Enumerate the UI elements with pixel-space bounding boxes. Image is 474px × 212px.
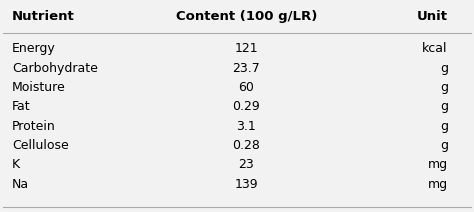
Text: Cellulose: Cellulose (12, 139, 69, 152)
Text: 23: 23 (238, 158, 254, 171)
Text: Carbohydrate: Carbohydrate (12, 62, 98, 75)
Text: mg: mg (428, 178, 448, 191)
Text: 139: 139 (235, 178, 258, 191)
Text: g: g (440, 100, 448, 113)
Text: Content (100 g/LR): Content (100 g/LR) (176, 10, 317, 23)
Text: g: g (440, 62, 448, 75)
Text: 3.1: 3.1 (237, 120, 256, 133)
Text: g: g (440, 81, 448, 94)
Text: K: K (12, 158, 20, 171)
Text: 0.29: 0.29 (232, 100, 260, 113)
Text: Na: Na (12, 178, 29, 191)
Text: 121: 121 (235, 42, 258, 55)
Text: 23.7: 23.7 (232, 62, 260, 75)
Text: Fat: Fat (12, 100, 31, 113)
Text: mg: mg (428, 158, 448, 171)
Text: 0.28: 0.28 (232, 139, 260, 152)
Text: kcal: kcal (422, 42, 448, 55)
Text: Energy: Energy (12, 42, 56, 55)
Text: g: g (440, 139, 448, 152)
Text: Moisture: Moisture (12, 81, 66, 94)
Text: 60: 60 (238, 81, 255, 94)
Text: Nutrient: Nutrient (12, 10, 75, 23)
Text: Protein: Protein (12, 120, 56, 133)
Text: g: g (440, 120, 448, 133)
Text: Unit: Unit (417, 10, 448, 23)
